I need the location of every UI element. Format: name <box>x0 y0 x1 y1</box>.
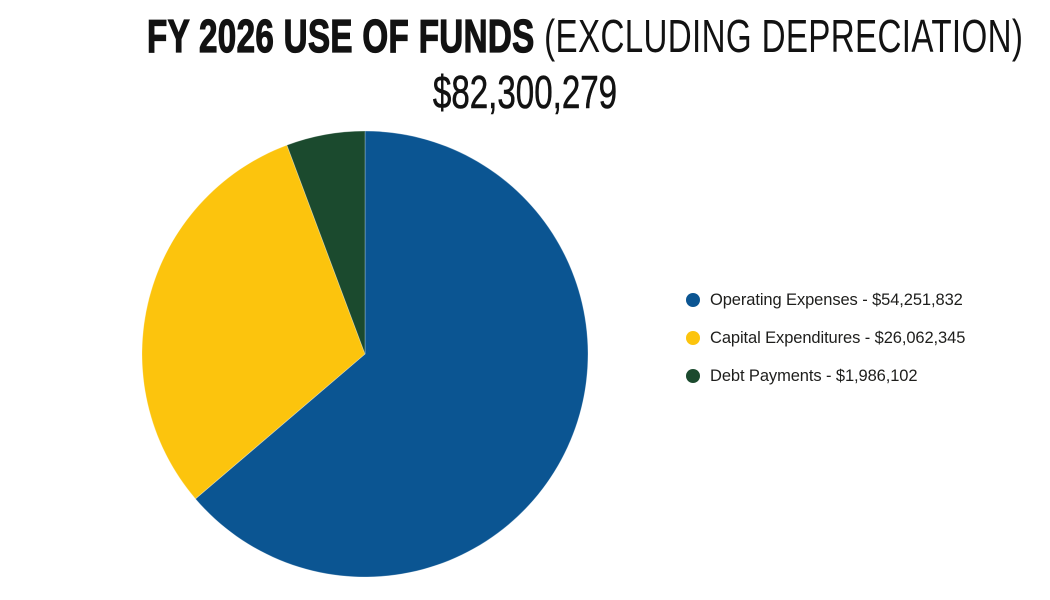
chart-title-amount: $82,300,279 <box>432 66 618 118</box>
legend-label: Debt Payments - $1,986,102 <box>710 366 918 385</box>
chart-title-qualifier: (EXCLUDING DEPRECIATION) <box>534 10 1024 62</box>
legend-label: Capital Expenditures - $26,062,345 <box>710 328 966 347</box>
chart-legend: Operating Expenses - $54,251,832 Capital… <box>686 281 965 395</box>
legend-swatch-icon <box>686 369 700 383</box>
legend-item-debt-payments: Debt Payments - $1,986,102 <box>686 357 965 395</box>
pie-slice-capital-expenditures <box>141 144 366 500</box>
chart-title-main: FY 2026 USE OF FUNDS <box>147 10 535 62</box>
legend-swatch-icon <box>686 331 700 345</box>
chart-title-line1: FY 2026 USE OF FUNDS (EXCLUDING DEPRECIA… <box>147 10 1023 62</box>
legend-item-operating-expenses: Operating Expenses - $54,251,832 <box>686 281 965 319</box>
pie-chart <box>141 130 589 578</box>
pie-slice-debt-payments <box>286 130 366 355</box>
legend-label: Operating Expenses - $54,251,832 <box>710 290 963 309</box>
pie-slice-operating-expenses <box>194 130 589 578</box>
legend-item-capital-expenditures: Capital Expenditures - $26,062,345 <box>686 319 965 357</box>
legend-swatch-icon <box>686 293 700 307</box>
